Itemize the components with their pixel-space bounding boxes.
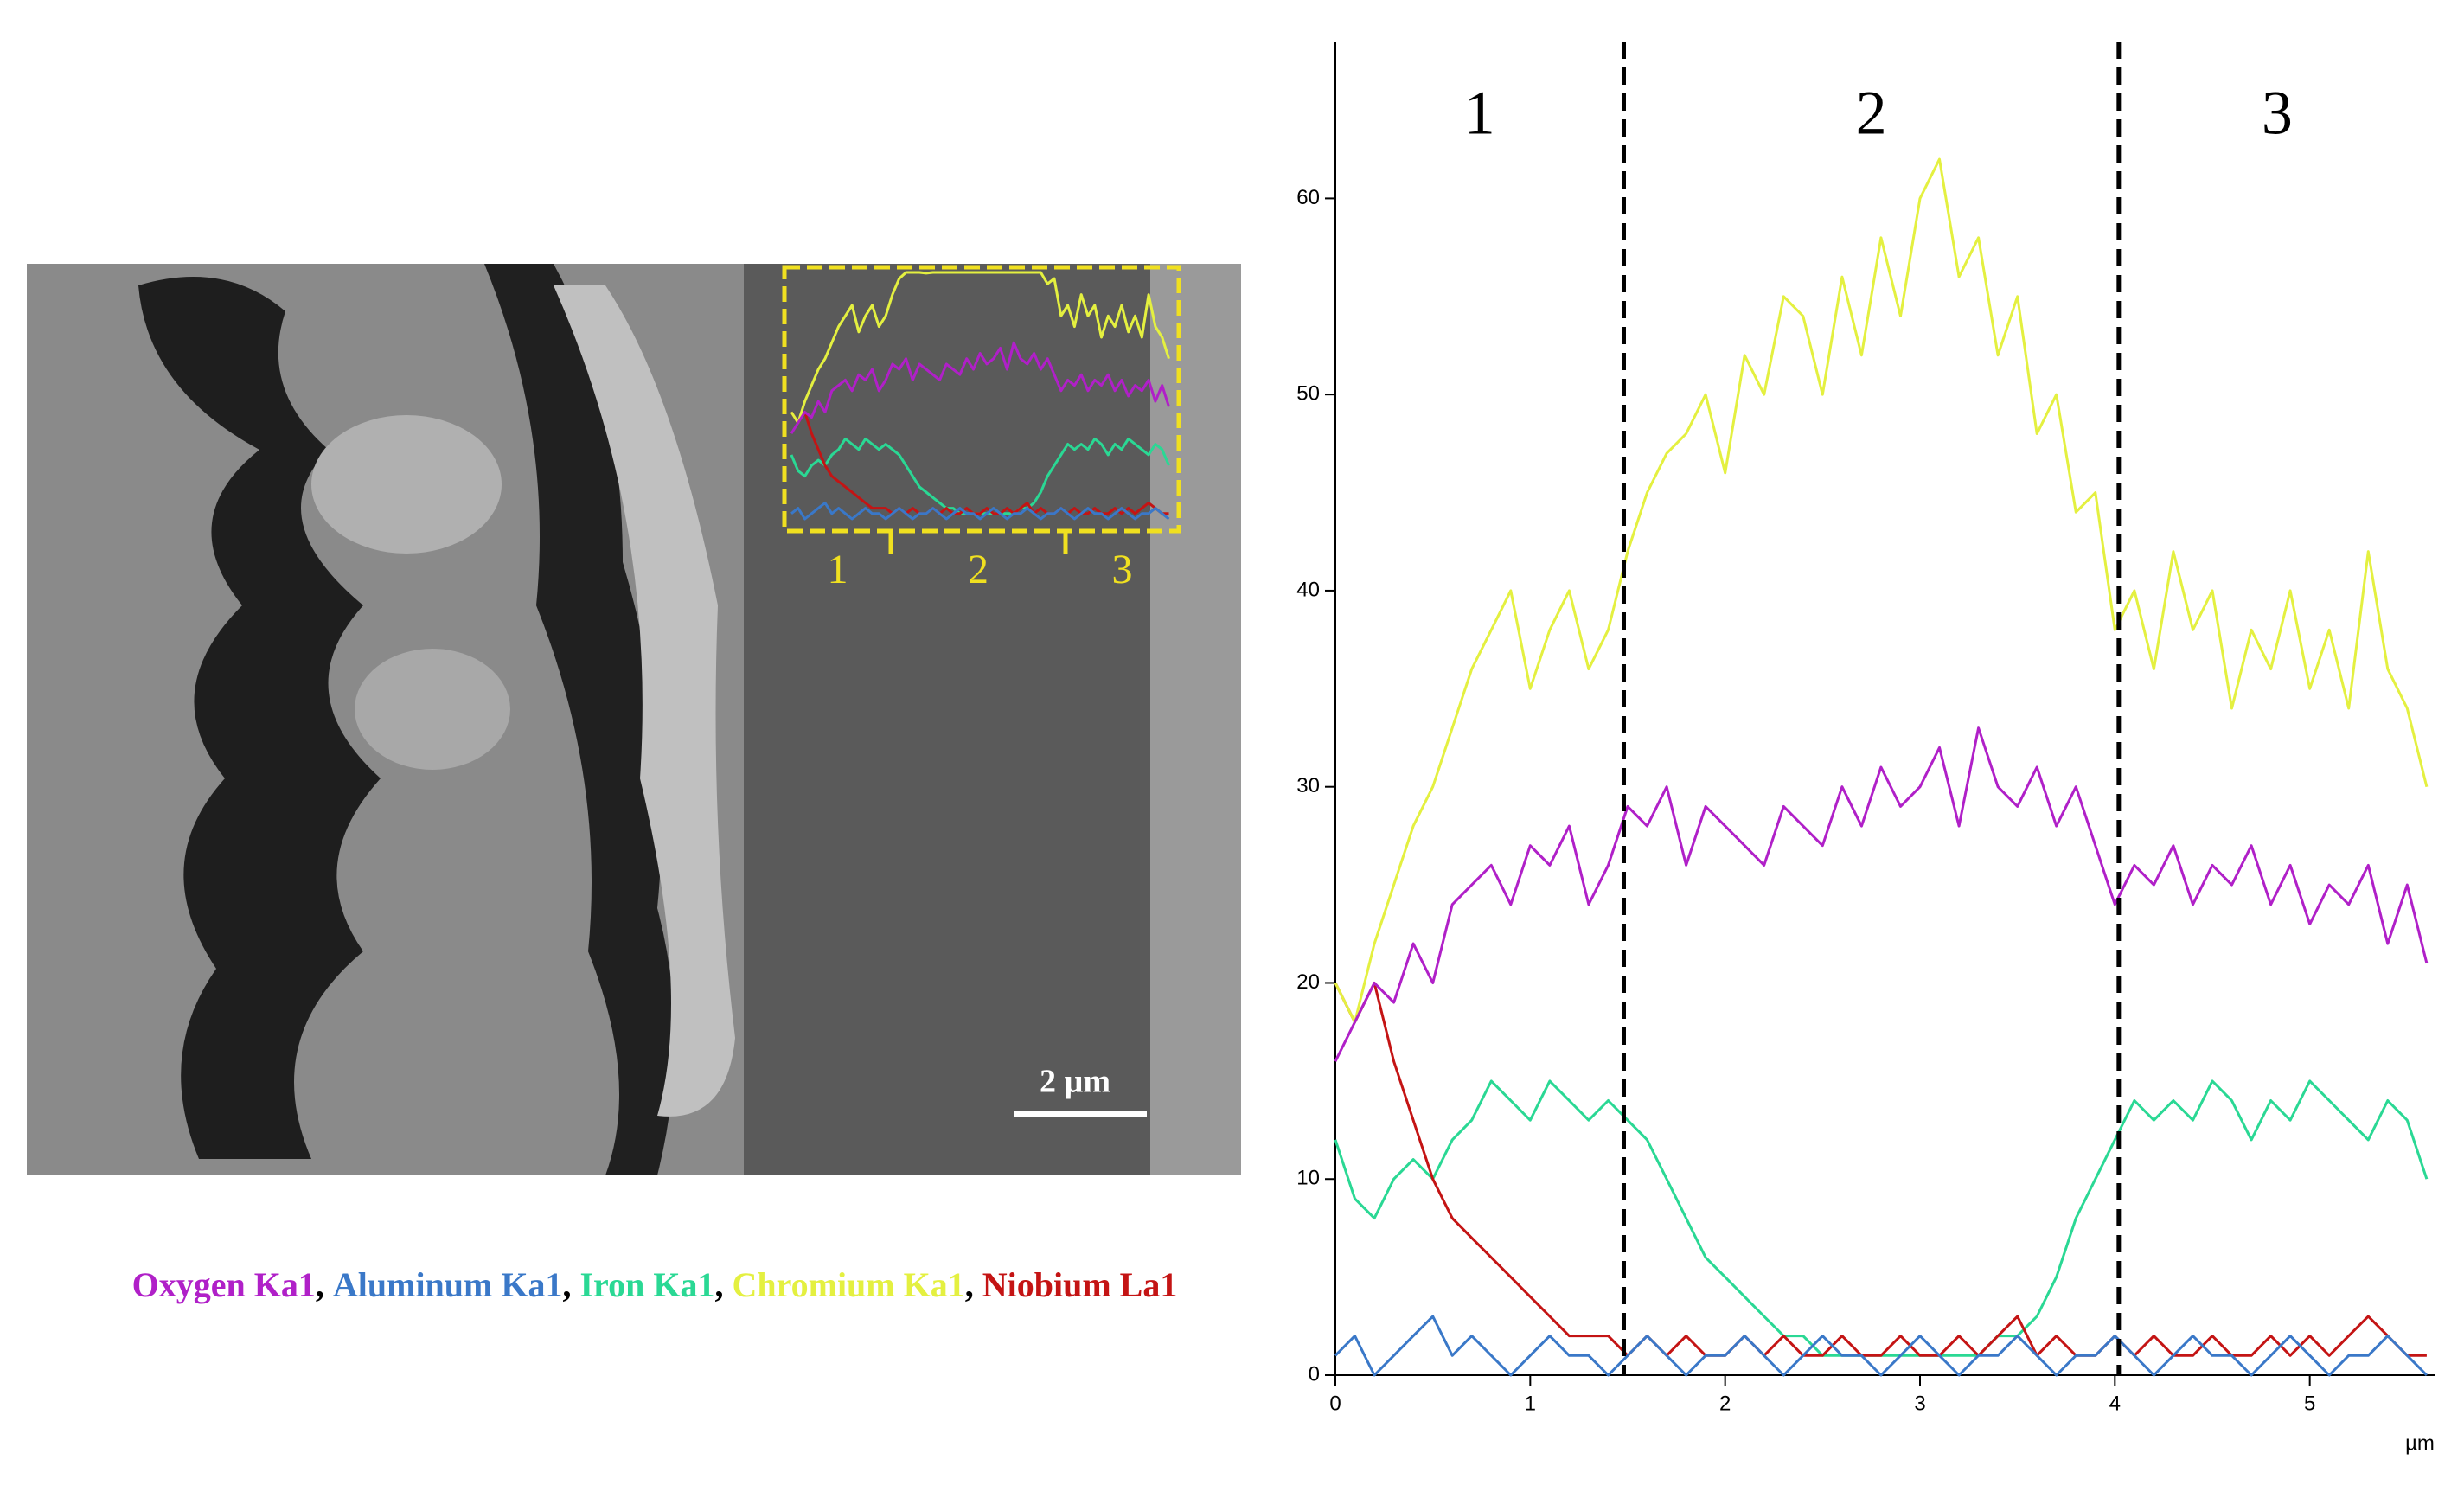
chart: 0 10 20 30 40 50 60 0 1 2 3 4 5 µm 1 2 3 (1296, 42, 2435, 1455)
inset-lines (790, 271, 1170, 521)
legend-entry: Chromium Ka1 (732, 1265, 964, 1304)
inset-data-line (790, 411, 1169, 515)
legend-separator: , (714, 1265, 723, 1304)
scale-bar-label: 2 µm (1040, 1064, 1110, 1100)
legend-separator: , (965, 1265, 974, 1304)
legend-entry: Aluminum Ka1 (333, 1265, 563, 1304)
data-line (1334, 726, 2429, 1062)
y-tick-label: 40 (1296, 578, 1320, 601)
y-tick-label: 20 (1296, 970, 1320, 994)
legend: Oxygen Ka1, Aluminum Ka1, Iron Ka1, Chromiu… (132, 1265, 1178, 1304)
x-tick-label: 5 (2304, 1392, 2315, 1415)
x-tick-label: 2 (1719, 1392, 1731, 1415)
sem-bright-phase (355, 649, 510, 770)
data-line (1334, 982, 2427, 1357)
x-tick-label: 3 (1914, 1392, 1925, 1415)
region-label: 1 (1464, 79, 1495, 148)
x-axis-label: µm (2405, 1431, 2435, 1455)
legend-entry: Iron Ka1 (579, 1265, 714, 1304)
x-tick-label: 4 (2109, 1392, 2121, 1415)
sem-region (1150, 264, 1241, 1175)
y-tick-label: 60 (1296, 186, 1320, 209)
sem-region (744, 264, 1176, 1175)
inset-data-line (790, 502, 1170, 521)
inset-region-label: 1 (828, 547, 848, 592)
inset-data-line (790, 341, 1170, 434)
legend-entry: Oxygen Ka1 (132, 1265, 316, 1304)
sem-dark-phase (484, 264, 675, 1175)
region-label: 3 (2262, 79, 2293, 148)
data-line (1334, 1079, 2429, 1357)
sem-image: 2 µm (27, 264, 1241, 1175)
legend-separator: , (316, 1265, 324, 1304)
inset-region-label: 3 (1112, 547, 1133, 592)
data-line (1334, 1315, 2428, 1377)
legend-entry: Niobium La1 (982, 1265, 1178, 1304)
y-tick-label: 0 (1309, 1362, 1320, 1386)
x-tick-label: 0 (1329, 1392, 1341, 1415)
legend-separator: , (562, 1265, 571, 1304)
inset-data-line (790, 271, 1170, 425)
y-tick-label: 10 (1296, 1167, 1320, 1190)
y-tick-label: 50 (1296, 382, 1320, 406)
inset-region-label: 2 (968, 547, 989, 592)
y-tick-label: 30 (1296, 774, 1320, 797)
x-tick-label: 1 (1525, 1392, 1536, 1415)
sem-bright-phase (554, 285, 735, 1117)
sem-dark-phase (138, 277, 381, 1159)
data-line (1334, 157, 2429, 1024)
inset-frame (782, 265, 1181, 534)
region-label: 2 (1856, 79, 1887, 148)
sem-bright-phase (311, 415, 502, 554)
